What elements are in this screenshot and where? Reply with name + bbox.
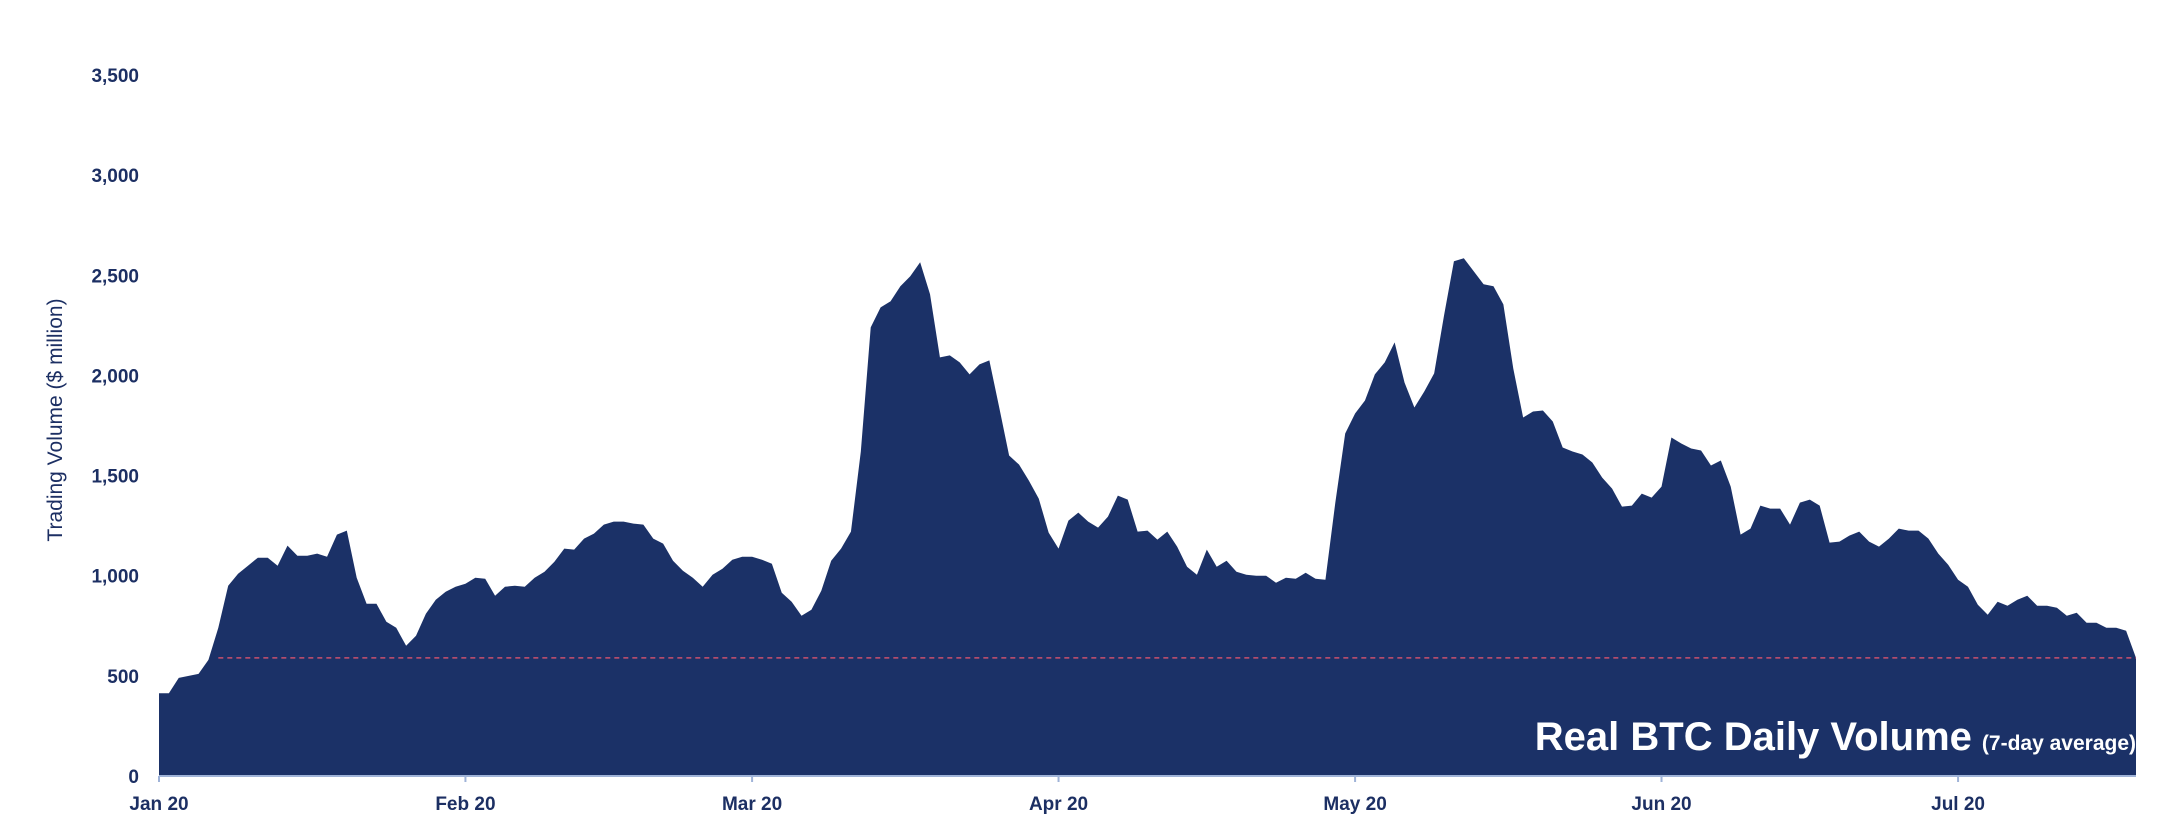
x-tick-label: Jan 20: [129, 794, 188, 815]
y-tick-label: 0: [128, 767, 139, 788]
area: [159, 258, 2136, 776]
y-tick-label: 3,500: [91, 66, 139, 87]
y-tick-label: 1,000: [91, 567, 139, 588]
y-tick-label: 500: [107, 667, 139, 688]
x-tick-label: Mar 20: [722, 794, 782, 815]
y-tick-label: 2,000: [91, 366, 139, 387]
y-axis-label: Trading Volume ($ million): [44, 298, 67, 541]
plot-area: 0 500 1,000 1,500 2,000 2,500 3,000 3,500 Jan 20…: [91, 66, 2136, 815]
chart-title: Real BTC Daily Volume (7-day average): [1535, 715, 2136, 759]
title: Real BTC Daily Volume: [1535, 715, 1972, 759]
x-tick-label: Apr 20: [1029, 794, 1088, 815]
y-tick-label: 1,500: [91, 467, 139, 488]
x-tick-label: Jun 20: [1631, 794, 1691, 815]
x-tick-label: May 20: [1323, 794, 1386, 815]
x-tick-label: Feb 20: [435, 794, 495, 815]
y-tick-label: 3,000: [91, 166, 139, 187]
y-tick-label: 2,500: [91, 266, 139, 287]
x-tick-label: Jul 20: [1931, 794, 1985, 815]
subtitle: (7-day average): [1982, 732, 2136, 755]
